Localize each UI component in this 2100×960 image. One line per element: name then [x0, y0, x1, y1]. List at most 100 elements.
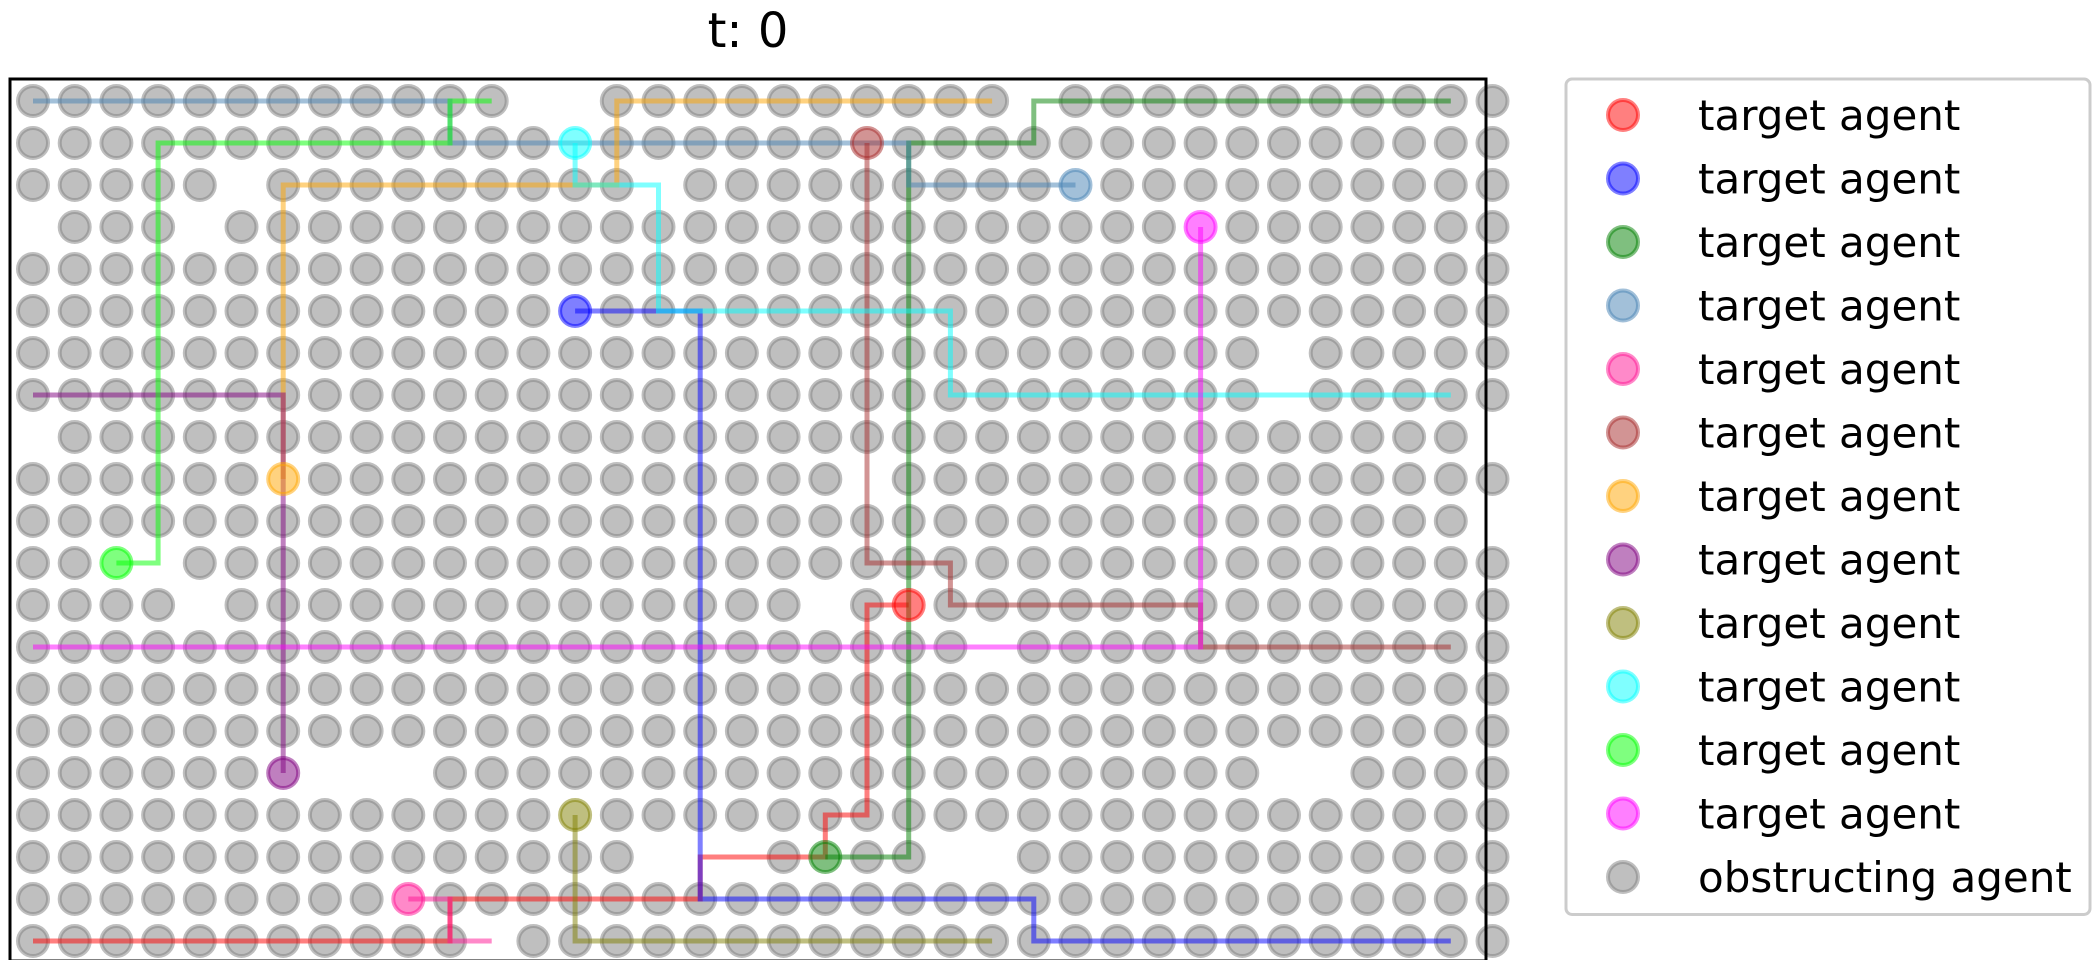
obstructing-agent: [1141, 420, 1176, 454]
obstructing-agent: [1225, 336, 1260, 370]
obstructing-agent: [1308, 504, 1343, 538]
obstructing-agent: [99, 462, 134, 496]
obstructing-agent: [349, 294, 384, 328]
obstructing-agent: [474, 588, 509, 622]
target-path-11: [116, 98, 492, 566]
obstructing-agent: [391, 294, 426, 328]
target-agent-8: [266, 756, 301, 790]
obstructing-agent: [1433, 798, 1468, 832]
obstructing-agent: [808, 336, 843, 370]
obstructing-agent: [558, 672, 593, 706]
obstructing-agent: [1058, 672, 1093, 706]
legend-label-6: target agent: [1698, 409, 1960, 458]
obstructing-agent: [1350, 756, 1385, 790]
obstructing-agent: [1267, 252, 1301, 286]
legend-label-8: target agent: [1698, 536, 1960, 585]
obstructing-agent: [683, 168, 718, 202]
obstructing-agent: [474, 378, 509, 412]
obstructing-agent: [1392, 336, 1427, 370]
obstructing-agent: [808, 672, 843, 706]
obstructing-agent: [558, 210, 593, 244]
obstructing-agent: [1100, 126, 1135, 160]
obstructing-agent: [349, 882, 384, 916]
obstructing-agent: [1141, 504, 1176, 538]
obstructing-agent: [307, 504, 342, 538]
obstructing-agent: [1100, 336, 1135, 370]
obstructing-agent: [516, 546, 551, 580]
obstructing-agent: [16, 126, 50, 160]
obstructing-agent: [57, 546, 92, 580]
obstructing-agent: [182, 504, 217, 538]
obstructing-agent: [516, 840, 551, 874]
legend-marker-6: [1606, 415, 1640, 450]
legend-marker-4: [1606, 288, 1640, 323]
obstructing-agent: [57, 336, 92, 370]
obstructing-agent: [224, 798, 259, 832]
obstructing-agent: [99, 420, 134, 454]
obstructing-agent: [1475, 378, 1510, 412]
obstructing-agent: [57, 714, 92, 748]
obstructing-agent: [433, 252, 467, 286]
obstructing-agent: [1308, 588, 1343, 622]
obstructing-agent: [1141, 546, 1176, 580]
obstructing-agent: [1058, 798, 1093, 832]
obstructing-agent: [1225, 420, 1260, 454]
obstructing-agent: [516, 210, 551, 244]
target-agent-1: [891, 588, 926, 622]
obstructing-agent: [1183, 882, 1218, 916]
obstructing-agent: [1225, 546, 1260, 580]
obstructing-agent: [182, 294, 217, 328]
obstructing-agent: [1308, 672, 1343, 706]
obstructing-agent: [1392, 294, 1427, 328]
obstructing-agent: [224, 714, 259, 748]
obstructing-agent: [1475, 840, 1510, 874]
target-path-12: [33, 227, 1204, 650]
obstructing-agent: [599, 336, 634, 370]
obstructing-agent: [641, 462, 676, 496]
obstructing-agent: [1141, 840, 1176, 874]
obstructing-agent: [975, 210, 1010, 244]
obstructing-agent: [516, 420, 551, 454]
target-path-3: [825, 98, 1451, 860]
obstructing-agent: [1058, 210, 1093, 244]
obstructing-agent: [99, 504, 134, 538]
obstructing-agent: [558, 420, 593, 454]
targets-layer: [99, 126, 1218, 916]
obstructing-agent: [1225, 210, 1260, 244]
obstructing-agent: [1058, 252, 1093, 286]
obstructing-agent: [1433, 504, 1468, 538]
obstructing-agent: [516, 798, 551, 832]
obstructing-agent: [975, 546, 1010, 580]
obstructing-agent: [808, 756, 843, 790]
obstructing-agent: [349, 840, 384, 874]
obstructing-agent: [1225, 840, 1260, 874]
target-path-10: [572, 143, 1451, 398]
obstructing-agent: [516, 336, 551, 370]
obstructing-agent: [1308, 252, 1343, 286]
obstructing-agent: [1475, 714, 1510, 748]
legend-marker-8: [1606, 542, 1640, 577]
obstructing-agent: [933, 462, 968, 496]
obstructing-agent: [1433, 252, 1468, 286]
obstructing-agent: [474, 420, 509, 454]
obstructing-agent: [182, 252, 217, 286]
obstructing-agent: [182, 168, 217, 202]
obstructing-agent: [391, 504, 426, 538]
obstructing-agent: [182, 462, 217, 496]
obstructing-agent: [182, 840, 217, 874]
obstructing-agent: [1267, 672, 1301, 706]
obstructing-agent: [433, 210, 467, 244]
target-path-4: [33, 98, 1076, 188]
obstructing-agent: [1308, 882, 1343, 916]
obstructing-agent: [391, 378, 426, 412]
obstructing-agent: [224, 336, 259, 370]
obstructing-agent: [349, 504, 384, 538]
obstructing-agent: [224, 504, 259, 538]
obstructing-agent: [1475, 84, 1510, 118]
obstructing-agent: [16, 546, 50, 580]
obstructing-agent: [1267, 546, 1301, 580]
obstructing-agent: [558, 588, 593, 622]
obstructing-agent: [1225, 168, 1260, 202]
obstructing-agent: [1392, 672, 1427, 706]
